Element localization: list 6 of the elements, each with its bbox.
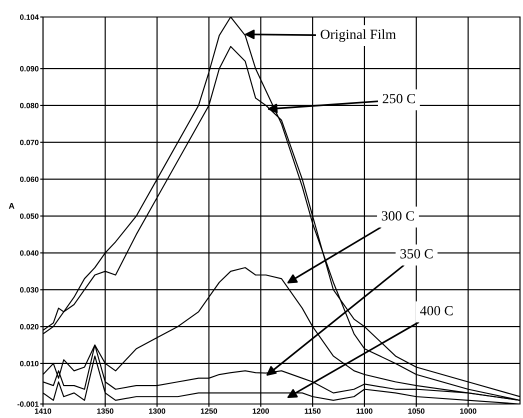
annotation: 350 C bbox=[400, 249, 433, 258]
y-axis-title: A bbox=[8, 203, 14, 209]
annotation: Original Film bbox=[320, 29, 396, 42]
annotation: 400 C bbox=[420, 306, 453, 316]
annotation: 250 C bbox=[382, 94, 415, 104]
annotation: 300 C bbox=[382, 211, 414, 221]
